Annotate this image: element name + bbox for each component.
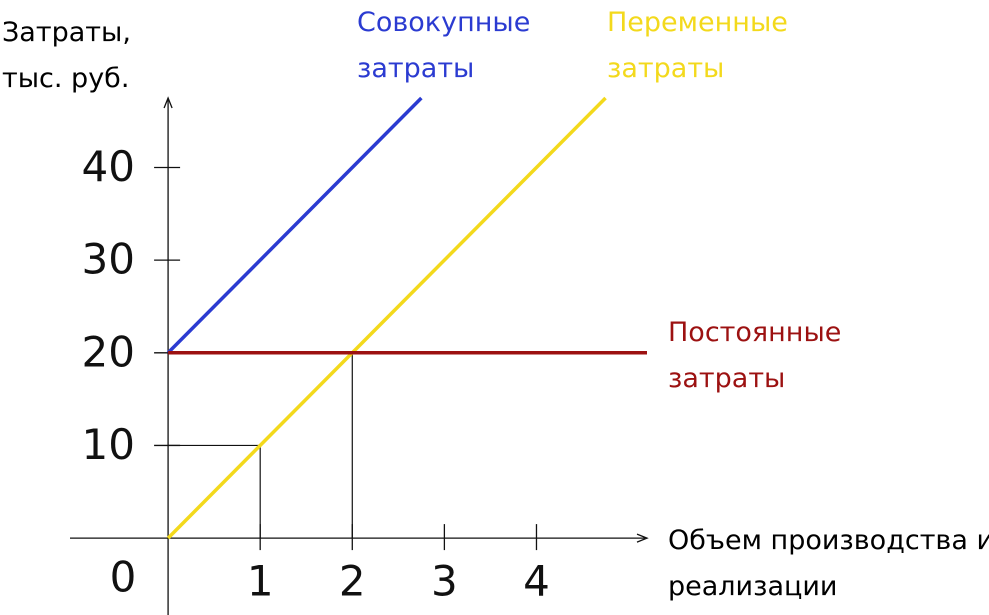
series-line [166,96,607,540]
origin-label: 0 [110,553,137,602]
y-axis-arrow [163,96,173,109]
y-tick-label: 30 [82,235,135,284]
series-label: Постоянные затраты [668,317,842,394]
series-line [166,96,423,355]
y-axis-title: Затраты, тыс. руб. [2,17,131,94]
y-tick-label: 40 [82,142,135,191]
series-label: Совокупные затраты [357,7,531,84]
x-axis-title: Объем производства и реализации [668,525,989,602]
series-label: Переменные затраты [607,7,788,84]
x-axis-arrow [636,533,649,543]
y-tick-label: 20 [82,327,135,376]
y-tick-label: 10 [82,420,135,469]
x-tick-label: 1 [247,557,274,606]
x-tick-label: 4 [523,557,550,606]
x-tick-label: 3 [431,557,458,606]
x-tick-label: 2 [339,557,366,606]
